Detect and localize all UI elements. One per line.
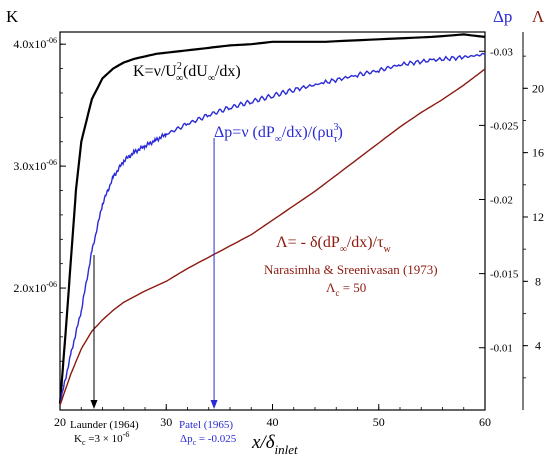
k-formula-sub: ∞ bbox=[176, 73, 183, 84]
left-tick-mantissa: 2.0x10 bbox=[13, 281, 46, 295]
k-formula: K=ν/U2 ∞(dU∞/dx) bbox=[133, 61, 241, 84]
right-axis-title-lambda: Λ bbox=[532, 7, 545, 26]
left-tick-mantissa: 3.0x10 bbox=[13, 159, 46, 173]
dp-formula-rest: ) bbox=[337, 124, 342, 141]
series-line-k bbox=[58, 33, 486, 404]
lambda-tick-label: 12 bbox=[532, 210, 544, 224]
launder-kc-sup: -6 bbox=[123, 430, 130, 439]
series-line-lambda bbox=[59, 68, 486, 406]
right-dp-tick-label: -0.01 bbox=[490, 343, 513, 355]
left-tick-label: 4.0x10-06 bbox=[13, 36, 57, 51]
series-line-dp bbox=[59, 52, 486, 405]
lambda-formula-sub2: w bbox=[384, 244, 392, 255]
k-formula-sup: 2 bbox=[177, 61, 182, 72]
lambda-formula-base: Λ= - δ(dP bbox=[276, 234, 340, 251]
left-tick-label: 3.0x10-06 bbox=[13, 158, 57, 173]
k-formula-rest2: /dx) bbox=[215, 63, 241, 80]
lambda-formula-mid: /dx)/τ bbox=[347, 234, 384, 251]
right-dp-tick-label: -0.02 bbox=[490, 195, 513, 207]
narasimha-note: Narasimha & Sreenivasan (1973) bbox=[264, 262, 438, 277]
dp-formula-sub: ∞ bbox=[275, 134, 282, 145]
dp-formula-base: Δp=ν (dP bbox=[214, 124, 275, 141]
patel-dpc-rest: = -0.025 bbox=[196, 433, 237, 445]
dp-formula-sup2: 3 bbox=[333, 122, 338, 133]
x-tick-label: 50 bbox=[373, 415, 385, 429]
lambda-formula-sub: ∞ bbox=[340, 244, 347, 255]
patel-dpc-sub: c bbox=[193, 438, 197, 447]
dp-formula-mid: /dx)/(ρu bbox=[282, 124, 334, 141]
lambda-tick-label: 8 bbox=[535, 274, 541, 288]
lambda-c-sub: c bbox=[335, 288, 339, 298]
lambda-c-base: Λ bbox=[326, 280, 336, 295]
lambda-tick-label: 4 bbox=[535, 339, 541, 353]
k-formula-rest1: (dU bbox=[183, 63, 208, 80]
x-tick-label: 30 bbox=[160, 415, 172, 429]
series-lines bbox=[58, 33, 486, 406]
left-axis-title: K bbox=[6, 7, 19, 26]
left-tick-label: 2.0x10-06 bbox=[13, 280, 57, 295]
k-formula-sub2: ∞ bbox=[208, 73, 215, 84]
patel-dpc-base: Δp bbox=[180, 433, 193, 445]
patel-note: Patel (1965) bbox=[179, 419, 233, 431]
left-tick-exponent: -06 bbox=[46, 280, 57, 289]
x-tick-label: 20 bbox=[54, 415, 66, 429]
launder-arrow-head bbox=[90, 400, 98, 409]
x-axis-title-main: x/δ bbox=[251, 432, 276, 453]
launder-note-line2: Kc =3 × 10-6 bbox=[74, 430, 129, 447]
dp-formula-sub2: τ bbox=[333, 134, 337, 145]
tick-labels: 20 30 40 50 602.0x10-063.0x10-064.0x10-06-0.… bbox=[13, 36, 544, 429]
plot-frame bbox=[59, 31, 528, 411]
launder-kc-base: K bbox=[74, 433, 82, 445]
lambda-c-note: Λc = 50 bbox=[326, 280, 366, 298]
left-tick-exponent: -06 bbox=[46, 158, 57, 167]
right-dp-tick-label: -0.03 bbox=[490, 46, 513, 58]
dp-formula: Δp=ν (dP∞/dx)/(ρu3 τ) bbox=[214, 122, 343, 145]
launder-kc-rest: =3 × 10 bbox=[86, 433, 124, 445]
right-dp-tick-label: -0.015 bbox=[490, 269, 519, 281]
x-tick-label: 60 bbox=[479, 415, 491, 429]
x-axis-title-sub: inlet bbox=[275, 442, 298, 457]
patel-note-line2: Δpc = -0.025 bbox=[180, 433, 237, 447]
reference-arrows bbox=[90, 138, 218, 409]
lambda-formula: Λ= - δ(dP∞/dx)/τw bbox=[276, 234, 392, 255]
k-formula-base: K=ν/U bbox=[133, 63, 177, 80]
lambda-tick-label: 20 bbox=[532, 81, 544, 95]
launder-kc-sub: c bbox=[82, 438, 86, 447]
left-tick-exponent: -06 bbox=[46, 36, 57, 45]
right-dp-tick-label: -0.025 bbox=[490, 120, 519, 132]
lambda-c-rest: = 50 bbox=[339, 280, 366, 295]
patel-arrow-head bbox=[210, 400, 218, 409]
x-axis-title: x/δinlet bbox=[251, 432, 298, 457]
right-axis-title-dp: Δp bbox=[493, 7, 512, 26]
lambda-tick-label: 16 bbox=[532, 146, 544, 160]
left-tick-mantissa: 4.0x10 bbox=[13, 37, 46, 51]
launder-note: Launder (1964) bbox=[70, 419, 139, 431]
x-tick-label: 40 bbox=[267, 415, 279, 429]
